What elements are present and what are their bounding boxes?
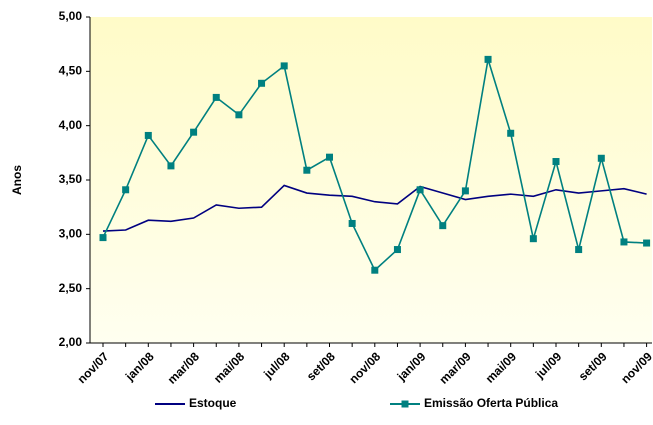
marker (393, 246, 401, 254)
marker (643, 239, 651, 247)
x-tick-label: set/09 (576, 349, 610, 383)
marker (144, 131, 152, 139)
x-tick-label: mai/09 (483, 349, 520, 386)
marker (529, 235, 537, 243)
y-tick-label: 2,00 (59, 335, 83, 349)
y-tick-label: 3,50 (59, 172, 83, 186)
marker (190, 128, 198, 136)
x-tick-label: jan/08 (122, 349, 157, 384)
marker (212, 93, 220, 101)
legend-label: Estoque (189, 396, 237, 410)
y-tick-label: 3,00 (59, 227, 83, 241)
marker (507, 129, 515, 137)
marker (258, 79, 266, 87)
y-tick-label: 4,00 (59, 118, 83, 132)
marker (99, 234, 107, 242)
marker (620, 238, 628, 246)
marker (461, 187, 469, 195)
marker (348, 219, 356, 227)
marker (167, 162, 175, 170)
marker (235, 111, 243, 119)
legend-marker (401, 400, 409, 408)
x-tick-label: nov/08 (346, 349, 383, 386)
y-tick-label: 2,50 (59, 281, 83, 295)
marker (575, 246, 583, 254)
x-tick-label: mai/08 (211, 349, 248, 386)
marker (280, 62, 288, 70)
y-axis-title: Anos (10, 165, 24, 195)
x-tick-label: nov/09 (618, 349, 653, 386)
marker (552, 158, 560, 166)
marker (416, 186, 424, 194)
x-tick-label: mar/09 (436, 349, 473, 386)
y-tick-label: 4,50 (59, 64, 83, 78)
marker (326, 153, 333, 161)
marker (371, 266, 379, 274)
x-tick-label: mar/08 (165, 349, 202, 386)
x-tick-label: set/08 (304, 349, 338, 383)
marker (597, 154, 605, 162)
x-tick-label: jan/09 (394, 349, 429, 384)
marker (303, 166, 311, 174)
x-tick-label: jul/08 (260, 349, 293, 382)
legend-label: Emissão Oferta Pública (424, 396, 558, 410)
x-tick-label: nov/07 (75, 349, 112, 386)
marker (439, 222, 447, 230)
y-tick-label: 5,00 (59, 9, 83, 23)
marker (122, 186, 130, 194)
plot-area (90, 17, 652, 343)
series-line (102, 184, 647, 232)
x-tick-label: jul/09 (532, 349, 565, 382)
marker (484, 55, 492, 63)
